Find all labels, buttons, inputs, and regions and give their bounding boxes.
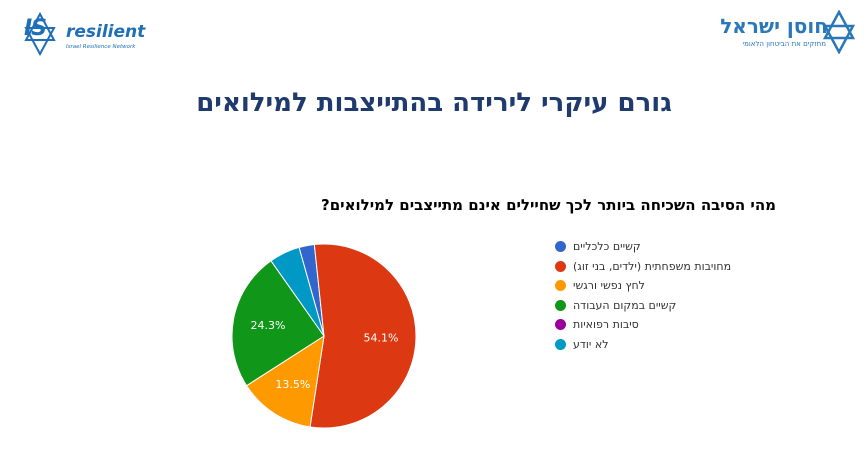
pie-slice-5 [270,246,325,337]
logo-is-mark: IS [24,16,47,41]
israel-resilient-logo: IS resilient Israel Resilience Network [20,10,150,60]
pie-slice-label-2: 13.5% [275,378,310,391]
legend-swatch [555,319,566,330]
legend-label: סיבות רפואיות [573,318,639,331]
legend-swatch [555,241,566,252]
legend-item: קשיים כלכליים [555,240,765,254]
israel-resilience-hebrew-logo: חוסן ישראל מחזקים את הביטחון הלאומי [716,6,856,62]
legend-swatch [555,280,566,291]
legend-label: לא יודע [573,337,609,351]
legend-label: מחויבות משפחתית (ילדים, בני זוג) [573,259,732,273]
legend-swatch [555,299,566,311]
slide-title: גורם עיקרי לירידה בהתייצבות למילואים [196,88,672,118]
pie-slice-label-1: 54.1% [364,331,399,344]
logo-resilient-subtitle: Israel Resilience Network [66,44,136,50]
legend-item: לחץ נפשי ורגשי [555,279,765,293]
logo-hebrew-tagline: מחזקים את הביטחון הלאומי [742,40,826,48]
legend-item: מחויבות משפחתית (ילדים, בני זוג) [555,260,765,274]
legend-label: לחץ נפשי ורגשי [573,279,645,292]
logo-resilient-text: resilient [66,22,146,42]
star-of-david-icon [822,10,856,54]
legend-item: קשיים במקום העבודה [555,299,765,313]
legend-swatch [555,260,566,272]
legend-swatch [555,338,566,350]
star-of-david-icon [24,11,56,57]
legend-label: קשיים כלכליים [573,240,641,253]
logo-hebrew-name: חוסן ישראל [720,14,828,38]
pie-slice-1 [309,243,417,429]
pie-slice-2 [245,334,325,428]
legend-label: קשיים במקום העבודה [573,298,677,312]
pie-slice-3 [231,260,325,387]
legend-item: לא יודע [555,338,765,352]
legend-item: סיבות רפואיות [555,318,765,332]
chart-title: מהי הסיבה השכיחה ביותר לכך שחיילים אינם … [321,196,776,214]
pie-slice-label-3: 24.3% [251,319,286,332]
